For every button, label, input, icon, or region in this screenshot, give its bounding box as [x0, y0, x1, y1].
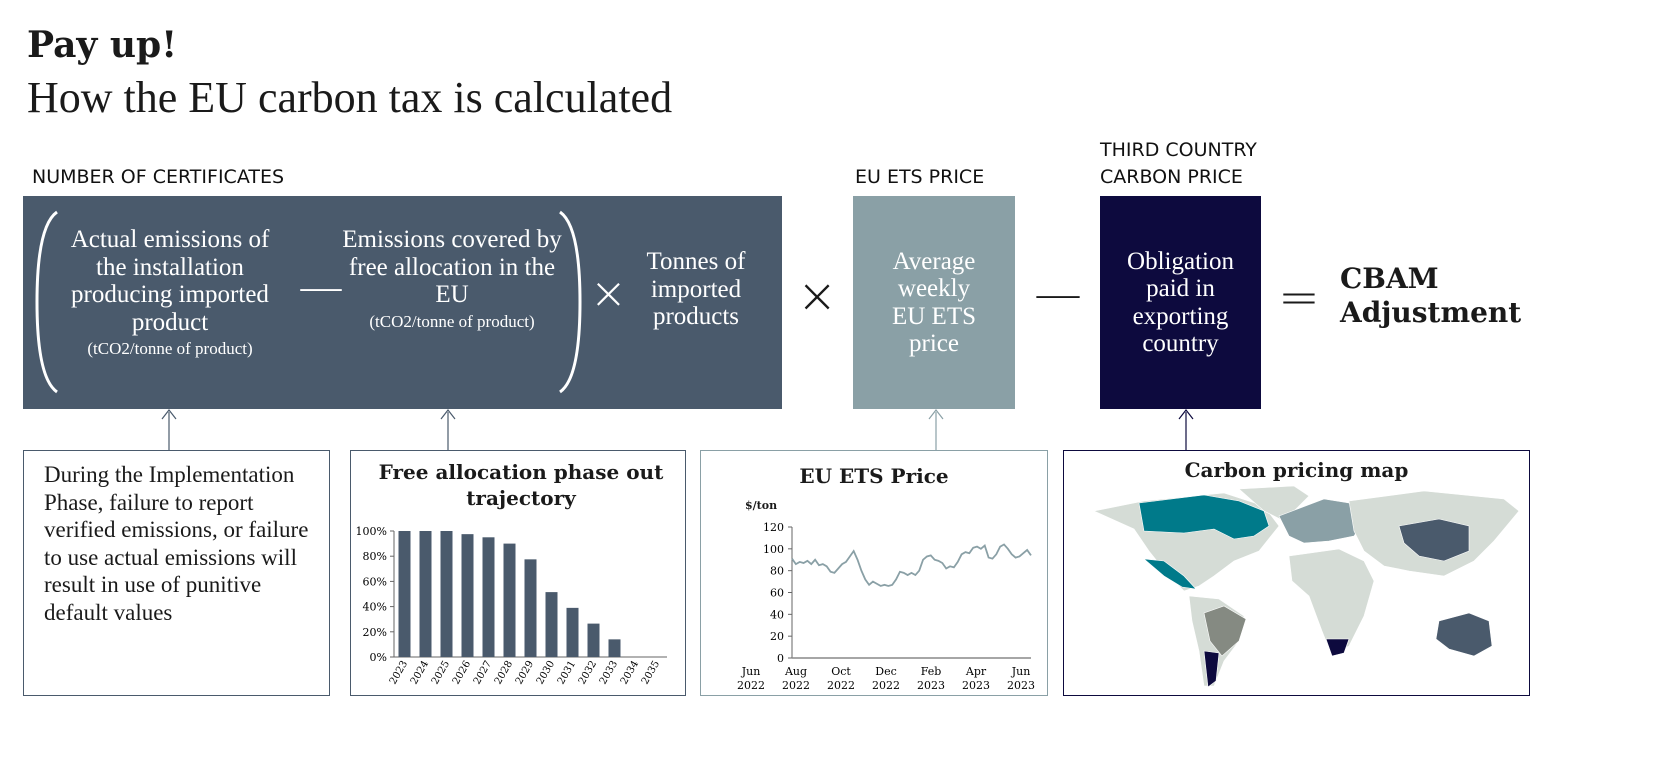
free-allocation-panel: Free allocation phase out trajectory 0% 2…	[350, 450, 686, 696]
connector-arrows	[161, 409, 1194, 450]
x-tick-label: 2023	[917, 679, 945, 692]
line-chart: 020406080100120Jun2022Aug2022Oct2022Dec2…	[737, 521, 1035, 692]
actual-unit: (tCO2/tonne of product)	[87, 339, 253, 358]
y-tick-label: 100%	[356, 525, 387, 538]
certificates-label: NUMBER OF CERTIFICATES	[32, 166, 285, 188]
page-title: Pay up!	[27, 24, 178, 66]
minus-operator: —	[298, 260, 344, 314]
y-tick-label: 0%	[370, 651, 387, 664]
bar	[566, 607, 579, 657]
minus-operator-2: —	[1034, 266, 1082, 322]
canada	[1138, 494, 1270, 540]
free-unit: (tCO2/tonne of product)	[369, 311, 535, 331]
ets-price-label: EU ETS PRICE	[855, 166, 985, 188]
bar	[482, 537, 495, 657]
ets-price-text: Average weekly EU ETS price	[891, 247, 977, 358]
page-subtitle: How the EU carbon tax is calculated	[27, 73, 673, 122]
x-tick-label: Jun	[741, 665, 761, 678]
x-tick-label: 2032	[577, 659, 599, 687]
china	[1398, 518, 1470, 562]
x-tick-label: 2023	[388, 659, 410, 687]
x-tick-label: Oct	[831, 665, 851, 678]
ets-price-panel: EU ETS Price $/ton 0 20 40 60 80 100 120 Jun 202…	[700, 450, 1048, 696]
africa	[1288, 548, 1375, 657]
line-chart-title: EU ETS Price	[799, 464, 949, 488]
third-country-label: THIRD COUNTRY CARBON PRICE	[1100, 139, 1257, 188]
bar	[419, 531, 432, 657]
equals-operator: =	[1278, 268, 1320, 326]
bar-chart: 0%20%40%60%80%100%2023202420252026202720…	[356, 525, 667, 687]
free-allocation-text: Emissions covered by free allocation in …	[342, 226, 562, 308]
y-axis-label: $/ton	[745, 499, 778, 512]
actual-emissions-text: Actual emissions of the installation pro…	[70, 226, 270, 336]
x-tick-label: Apr	[965, 665, 987, 678]
x-tick-label: 2027	[472, 659, 494, 687]
brackets	[35, 210, 582, 394]
y-tick-label: 80%	[363, 550, 387, 563]
y-tick-label: 20	[770, 630, 784, 643]
x-tick-label: Dec	[875, 665, 897, 678]
australia	[1435, 612, 1493, 657]
y-tick-label: 80	[770, 565, 784, 578]
price-line	[791, 543, 1032, 587]
world-map	[1093, 485, 1520, 688]
cbam-result: CBAM Adjustment	[1340, 262, 1522, 329]
bar-chart-title: Free allocation phase out trajectory	[378, 460, 664, 510]
x-tick-label: 2022	[737, 679, 765, 692]
brazil	[1203, 605, 1247, 657]
x-tick-label: Feb	[921, 665, 942, 678]
default-values-note: During the Implementation Phase, failure…	[23, 450, 330, 696]
x-tick-label: 2023	[962, 679, 990, 692]
x-tick-label: 2029	[514, 659, 536, 687]
bar	[524, 559, 537, 657]
x-tick-label: 2031	[556, 659, 578, 687]
bar	[608, 639, 621, 657]
argentina	[1203, 650, 1220, 688]
x-tick-label: 2022	[827, 679, 855, 692]
y-tick-label: 20%	[363, 626, 387, 639]
x-tick-label: 2024	[409, 659, 431, 687]
x-tick-label: 2030	[535, 659, 557, 687]
map-title: Carbon pricing map	[1184, 458, 1409, 482]
third-country-box: Obligation paid in exporting country	[1100, 196, 1261, 409]
x-tick-label: 2026	[451, 659, 473, 687]
note-text: During the Implementation Phase, failure…	[44, 462, 309, 625]
x-tick-label: Jun	[1011, 665, 1031, 678]
bar	[545, 592, 558, 657]
ets-price-box: Average weekly EU ETS price	[853, 196, 1015, 409]
bar	[503, 543, 516, 657]
x-tick-label: 2028	[493, 659, 515, 687]
mexico	[1143, 558, 1197, 590]
bar	[587, 623, 600, 657]
bar	[461, 534, 474, 657]
tonnes-text: Tonnes of imported products	[646, 248, 746, 330]
y-tick-label: 100	[763, 543, 784, 556]
europe	[1278, 498, 1365, 544]
bar	[398, 531, 411, 657]
y-tick-label: 60	[770, 587, 784, 600]
x-tick-label: 2033	[598, 659, 620, 687]
x-tick-label: 2034	[619, 659, 641, 687]
y-tick-label: 60%	[363, 575, 387, 588]
carbon-map-panel: Carbon pricing map	[1063, 450, 1530, 696]
x-tick-label: 2022	[782, 679, 810, 692]
bar	[440, 531, 453, 657]
x-tick-label: 2035	[640, 659, 662, 687]
third-country-text: Obligation paid in exporting country	[1127, 247, 1234, 358]
x-tick-label: 2023	[1007, 679, 1035, 692]
x-tick-label: Aug	[784, 665, 807, 678]
times-operator-2: ×	[797, 268, 838, 324]
south-africa	[1325, 638, 1350, 657]
y-tick-label: 0	[777, 652, 784, 665]
certificates-box: Actual emissions of the installation pro…	[23, 196, 782, 409]
y-tick-label: 40%	[363, 601, 387, 614]
x-tick-label: 2022	[872, 679, 900, 692]
y-tick-label: 120	[763, 521, 784, 534]
y-tick-label: 40	[770, 608, 784, 621]
x-tick-label: 2025	[430, 659, 452, 687]
times-operator: ×	[590, 268, 627, 319]
